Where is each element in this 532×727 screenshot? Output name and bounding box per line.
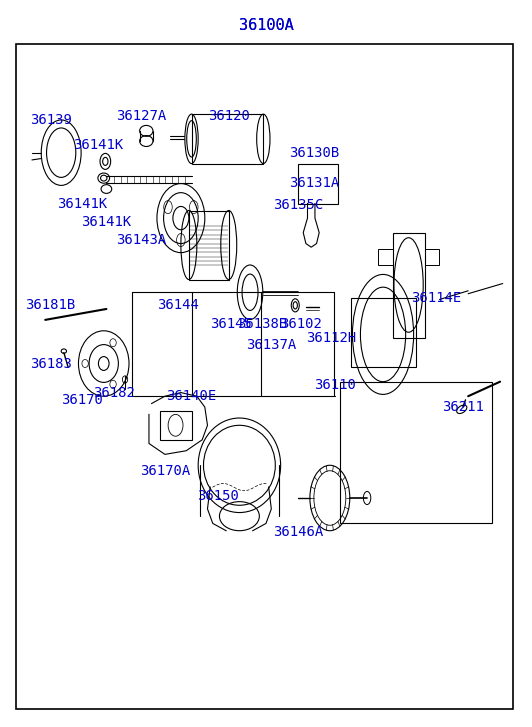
Text: 36170: 36170 (62, 393, 103, 407)
Text: 36144: 36144 (157, 298, 199, 313)
Text: 36170A: 36170A (140, 464, 190, 478)
Text: 36130B: 36130B (289, 145, 339, 160)
Text: 36138B: 36138B (237, 316, 287, 331)
Text: 36146A: 36146A (273, 525, 323, 539)
Text: 36145: 36145 (211, 316, 252, 331)
Bar (378, 249, 393, 265)
Bar (425, 249, 439, 265)
Text: 36181B: 36181B (26, 298, 76, 313)
Text: 36100A: 36100A (239, 18, 293, 33)
Text: 36140E: 36140E (167, 389, 217, 403)
Text: 36182: 36182 (94, 385, 135, 400)
Text: 36139: 36139 (30, 113, 71, 127)
Text: 36100A: 36100A (239, 18, 293, 33)
Bar (189, 211, 229, 280)
Bar (340, 382, 492, 523)
Bar (351, 298, 416, 367)
Text: 36127A: 36127A (116, 109, 166, 124)
Text: 36110: 36110 (314, 378, 356, 393)
Bar (192, 114, 263, 164)
Text: 36211: 36211 (442, 400, 484, 414)
Text: 36102: 36102 (280, 316, 321, 331)
Text: 36114E: 36114E (411, 291, 461, 305)
Bar (393, 233, 425, 338)
Text: 36143A: 36143A (116, 233, 166, 247)
Text: 36150: 36150 (197, 489, 239, 503)
Text: 36141K: 36141K (81, 214, 131, 229)
Bar (160, 411, 192, 440)
Text: 36135C: 36135C (273, 198, 323, 212)
Text: 36137A: 36137A (246, 338, 296, 353)
Text: 36131A: 36131A (289, 176, 339, 190)
Text: 36141K: 36141K (57, 196, 107, 211)
Text: 36183: 36183 (30, 356, 71, 371)
Bar (298, 164, 338, 204)
Text: 36120: 36120 (208, 109, 250, 124)
Text: 36141K: 36141K (73, 138, 123, 153)
Text: 36112H: 36112H (306, 331, 356, 345)
